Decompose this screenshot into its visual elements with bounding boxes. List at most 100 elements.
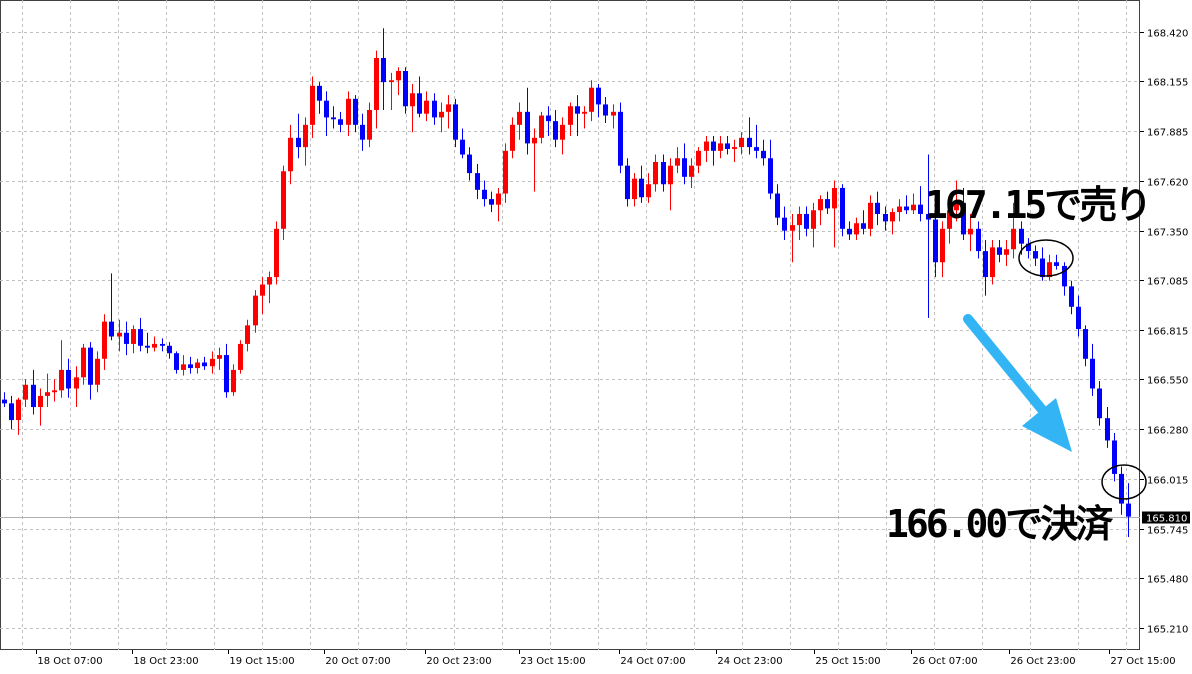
candle-body: [1083, 329, 1088, 359]
candle-body: [768, 158, 773, 194]
candle-body: [517, 111, 522, 125]
candle-body: [1047, 262, 1052, 278]
candle-body: [868, 202, 873, 229]
candle-body: [38, 395, 43, 408]
price-tick-label: 168.420: [1147, 29, 1188, 40]
candle-body: [374, 57, 379, 110]
close-marker-ellipse: [1101, 464, 1147, 500]
candle-body: [611, 111, 616, 116]
candle-body: [653, 161, 658, 185]
candle-body: [1026, 243, 1031, 252]
candle-body: [832, 187, 837, 209]
candle-body: [1069, 286, 1074, 307]
time-tick-label: 20 Oct 23:00: [426, 656, 491, 667]
candle-body: [66, 369, 71, 389]
candle-body: [818, 199, 823, 211]
candle-body: [596, 87, 601, 105]
candle-body: [381, 57, 386, 83]
candle-body: [825, 199, 830, 209]
candle-body: [403, 70, 408, 107]
candle-body: [124, 332, 129, 344]
price-tick-label: 166.280: [1147, 426, 1188, 437]
candle-body: [539, 115, 544, 138]
candle-body: [732, 147, 737, 149]
candle-body: [202, 362, 207, 367]
candle-body: [639, 178, 644, 198]
candle-body: [589, 87, 594, 112]
candle-body: [861, 223, 866, 229]
time-tick-label: 23 Oct 15:00: [520, 656, 585, 667]
candle-body: [1097, 388, 1102, 419]
candle-body: [947, 210, 952, 229]
candle-body: [890, 212, 895, 222]
candle-body: [59, 369, 64, 391]
candle-body: [560, 124, 565, 140]
price-tick-label: 165.745: [1147, 526, 1188, 537]
candle-body: [1105, 418, 1110, 441]
price-tick-label: 165.480: [1147, 575, 1188, 586]
candle-body: [983, 251, 988, 278]
candle-body: [510, 124, 515, 151]
candle-body: [453, 104, 458, 140]
time-tick-label: 20 Oct 07:00: [325, 656, 390, 667]
candle-body: [303, 124, 308, 148]
candle-body: [675, 158, 680, 166]
candle-body: [367, 109, 372, 140]
candle-body: [775, 193, 780, 218]
candle-body: [432, 100, 437, 118]
candle-body: [338, 119, 343, 125]
candle-body: [582, 111, 587, 114]
time-tick-label: 18 Oct 07:00: [37, 656, 102, 667]
candle-body: [346, 98, 351, 125]
candle-body: [625, 165, 630, 200]
candle-body: [875, 202, 880, 214]
candle-body: [389, 80, 394, 83]
candle-body: [847, 228, 852, 235]
candle-body: [1062, 265, 1067, 287]
time-tick-label: 19 Oct 15:00: [229, 656, 294, 667]
candle-body: [238, 343, 243, 370]
candle-body: [2, 399, 7, 404]
candle-body: [23, 384, 28, 400]
candle-body: [525, 111, 530, 144]
candle-body: [210, 358, 215, 367]
candle-body: [926, 213, 931, 220]
close-annotation: 166.00で決済: [886, 502, 1113, 546]
time-tick-label: 25 Oct 15:00: [815, 656, 880, 667]
candle-body: [933, 219, 938, 263]
candle-body: [797, 213, 802, 226]
candle-body: [940, 228, 945, 263]
candle-body: [811, 210, 816, 229]
price-tick-label: 168.155: [1147, 78, 1188, 89]
candle-body: [353, 98, 358, 125]
candle-body: [88, 347, 93, 385]
trend-arrow-shaft: [963, 314, 1049, 417]
candle-body: [460, 139, 465, 155]
candle-body: [167, 345, 172, 354]
candle-body: [109, 321, 114, 337]
candle-body: [1119, 473, 1124, 504]
candle-body: [152, 343, 157, 348]
candle-body: [310, 85, 315, 125]
price-tick-label: 165.210: [1147, 625, 1188, 636]
candle-body: [646, 184, 651, 198]
candle-body: [1011, 228, 1016, 250]
candle-body: [467, 154, 472, 174]
candle-body: [840, 187, 845, 229]
trend-arrow-head: [1022, 398, 1072, 452]
candle-body: [267, 277, 272, 285]
candle-body: [976, 228, 981, 252]
candle-body: [954, 202, 959, 211]
price-tick-label: 167.885: [1147, 128, 1188, 139]
candle-body: [711, 141, 716, 151]
candle-body: [918, 204, 923, 214]
candle-body: [990, 247, 995, 278]
candle-body: [253, 295, 258, 326]
candle-body: [568, 106, 573, 125]
candle-body: [782, 217, 787, 231]
price-tick-label: 166.550: [1147, 376, 1188, 387]
candle-body: [804, 213, 809, 229]
candle-body: [1126, 503, 1131, 517]
candle-body: [968, 228, 973, 235]
